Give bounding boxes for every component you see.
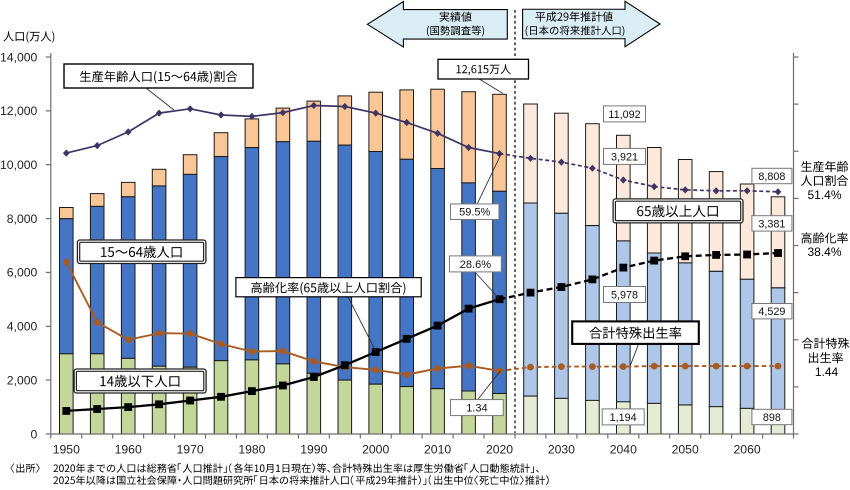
svg-text:2020: 2020: [486, 443, 513, 457]
svg-text:8,808: 8,808: [758, 171, 785, 183]
svg-text:11,092: 11,092: [608, 109, 640, 121]
svg-text:0: 0: [31, 427, 38, 441]
svg-text:2,000: 2,000: [7, 373, 38, 387]
svg-text:28.6%: 28.6%: [460, 259, 491, 271]
svg-text:2000: 2000: [362, 443, 389, 457]
svg-text:59.5%: 59.5%: [459, 207, 490, 219]
svg-text:3,381: 3,381: [758, 218, 785, 230]
svg-text:8,000: 8,000: [7, 212, 38, 226]
svg-text:3,921: 3,921: [611, 151, 638, 163]
svg-text:2010: 2010: [424, 443, 451, 457]
svg-text:1980: 1980: [238, 443, 265, 457]
svg-text:1.34: 1.34: [466, 403, 487, 415]
svg-text:1990: 1990: [300, 443, 327, 457]
svg-text:4,529: 4,529: [758, 306, 785, 318]
svg-text:12,000: 12,000: [0, 104, 37, 118]
svg-text:14,000: 14,000: [0, 50, 37, 64]
svg-text:10,000: 10,000: [0, 158, 37, 172]
svg-text:2030: 2030: [548, 443, 575, 457]
svg-text:1960: 1960: [115, 443, 142, 457]
svg-text:898: 898: [763, 412, 781, 424]
svg-text:6,000: 6,000: [7, 266, 38, 280]
svg-text:2060: 2060: [734, 443, 761, 457]
svg-text:1.44: 1.44: [815, 365, 839, 379]
svg-text:4,000: 4,000: [7, 320, 38, 334]
svg-text:1970: 1970: [177, 443, 204, 457]
svg-text:38.4%: 38.4%: [807, 245, 841, 259]
svg-text:2050: 2050: [672, 443, 699, 457]
svg-text:51.4%: 51.4%: [807, 188, 841, 202]
svg-text:2040: 2040: [610, 443, 637, 457]
svg-text:1,194: 1,194: [610, 412, 637, 424]
svg-text:5,978: 5,978: [611, 289, 638, 301]
svg-text:1950: 1950: [53, 443, 80, 457]
